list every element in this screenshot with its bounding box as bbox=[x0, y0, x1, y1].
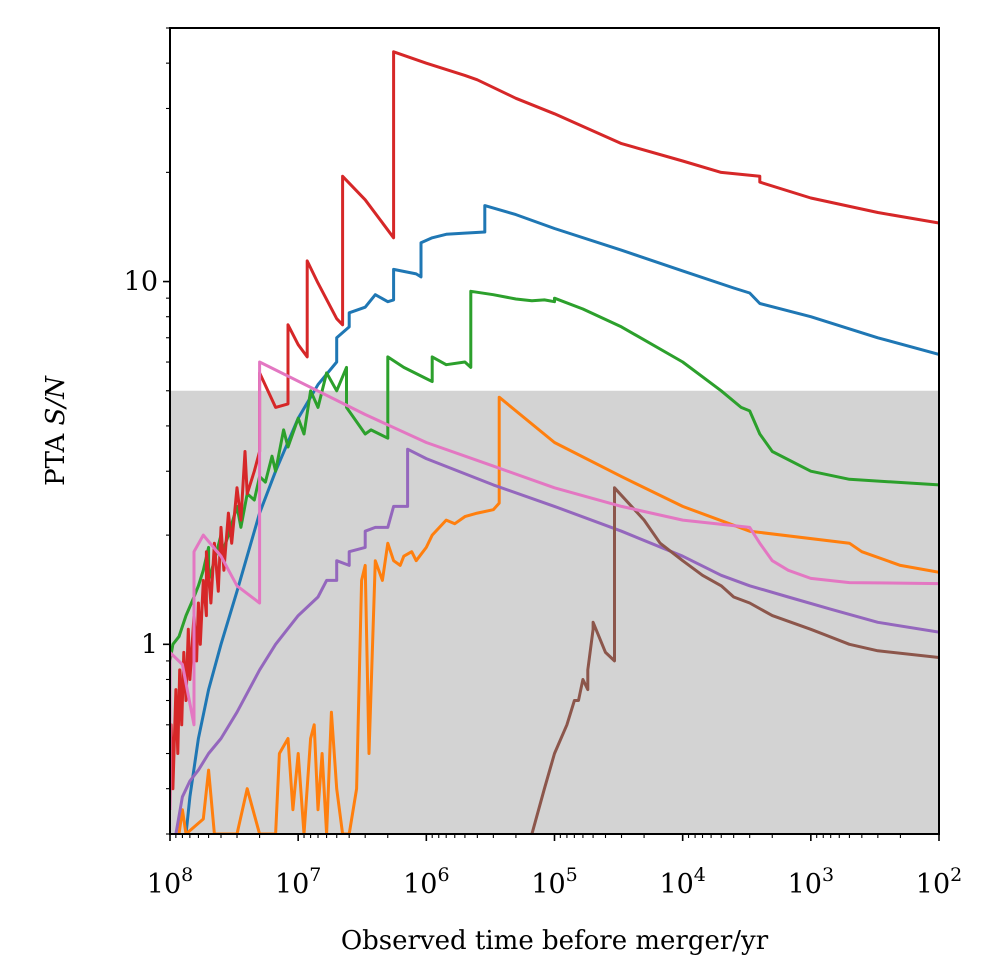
x-tick-label-2: 107 bbox=[275, 864, 321, 900]
plot-frame bbox=[169, 27, 940, 835]
series-line-7 bbox=[170, 360, 939, 810]
series-line-6 bbox=[530, 486, 939, 834]
series-line-4 bbox=[170, 50, 939, 810]
x-tick-label-1: 108 bbox=[147, 864, 193, 900]
y-axis-label-variable: S/N bbox=[41, 375, 71, 426]
y-tick-label-1: 1 bbox=[141, 629, 158, 660]
series-layer bbox=[170, 50, 939, 834]
series-line-5 bbox=[174, 447, 939, 834]
x-tick-label-7: 102 bbox=[916, 864, 962, 900]
shaded-region bbox=[170, 390, 939, 834]
y-axis-label: PTA S/N bbox=[41, 375, 71, 486]
tick-layer: 108 107 106 105 104 103 102 1 10 bbox=[124, 27, 962, 900]
x-tick-label-6: 103 bbox=[788, 864, 834, 900]
x-axis-label: Observed time before merger/yr bbox=[341, 926, 769, 956]
x-tick-label-4: 105 bbox=[531, 864, 577, 900]
x-tick-label-3: 106 bbox=[403, 864, 449, 900]
y-tick-label-2: 10 bbox=[124, 267, 158, 298]
y-axis-label-prefix: PTA bbox=[41, 425, 71, 485]
x-tick-label-5: 104 bbox=[659, 864, 705, 900]
